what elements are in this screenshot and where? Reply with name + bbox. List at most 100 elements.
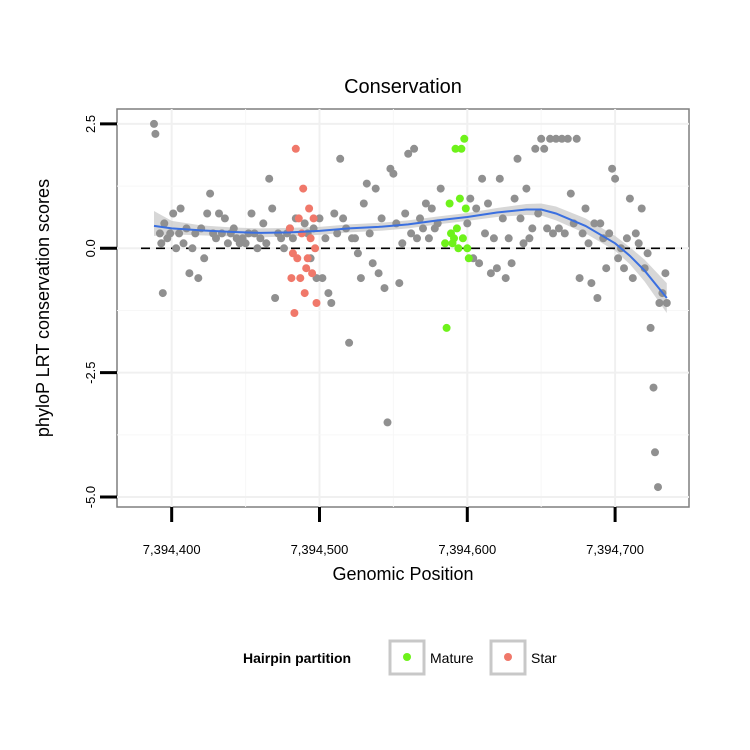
data-point-other [256,234,265,243]
data-point-other [510,194,519,203]
data-point-mature [458,234,467,243]
data-point-other [436,184,445,193]
data-point-other [655,299,664,307]
data-point-other [566,189,575,198]
data-point-other [628,274,637,283]
data-point-other [212,234,220,243]
data-point-mature [461,204,470,213]
data-point-other [528,224,537,233]
data-point-other [315,214,324,223]
data-point-mature [442,323,451,332]
data-point-other [345,338,354,347]
data-point-other [481,229,489,238]
data-point-other [631,229,640,238]
data-point-other [265,174,274,183]
legend-label-mature: Mature [430,650,474,666]
data-point-other [333,229,342,238]
data-point-other [277,234,286,243]
legend: Hairpin partition Mature Star [243,639,557,676]
x-tick-label: 7,394,600 [438,542,496,557]
data-points [150,119,671,492]
data-point-other [229,224,238,233]
data-point-other [478,174,487,183]
smooth-line [153,208,668,299]
data-point-other [525,234,534,243]
data-point-other [560,229,569,238]
data-point-other [407,229,416,238]
data-point-other [596,219,605,228]
data-point-mature [463,244,472,253]
data-point-star [311,244,320,253]
y-tick-label: 0.0 [83,239,98,257]
data-point-mature [460,134,469,143]
data-point-other [321,234,330,243]
data-point-other [150,119,158,128]
data-point-other [339,214,348,223]
data-point-other [513,154,522,163]
data-point-star [308,269,317,278]
data-point-other [549,229,557,238]
data-point-mature [445,199,454,208]
x-axis-label: Genomic Position [332,564,473,584]
data-point-other [158,289,167,298]
data-point-other [188,244,197,253]
data-point-other [359,199,368,208]
data-point-other [534,209,543,218]
x-tick-label: 7,394,500 [291,542,349,557]
data-point-other [404,149,413,158]
data-point-other [557,134,566,143]
data-point-star [309,214,318,223]
data-point-other [484,199,492,208]
data-point-other [519,239,528,248]
data-point-other [593,294,602,302]
data-point-star [305,204,314,213]
data-point-other [501,274,510,283]
data-point-other [318,274,327,283]
data-point-other [157,239,166,248]
data-point-other [206,189,215,198]
data-point-star [312,299,321,307]
data-point-other [200,254,209,263]
data-point-other [398,239,407,248]
data-point-mature [450,234,458,243]
chart-title: Conservation [344,76,462,98]
data-point-other [622,234,631,243]
data-point-other [280,244,288,253]
data-point-other [575,274,584,283]
data-point-other [172,244,181,253]
confidence-band-area [154,203,667,313]
legend-dot-star [504,653,512,661]
data-point-other [634,239,643,248]
data-point-other [377,214,386,223]
data-point-other [552,134,560,143]
data-point-star [303,254,312,263]
data-point-star [285,224,294,233]
data-point-other [614,254,623,263]
data-point-other [643,249,652,258]
data-point-other [605,229,614,238]
data-point-other [395,279,404,288]
data-point-other [587,279,596,288]
data-point-other [176,204,185,213]
data-point-other [578,229,587,238]
data-point-other [590,219,599,228]
data-point-other [427,204,436,213]
legend-label-star: Star [531,650,557,666]
data-point-other [371,184,380,193]
y-tick-label: -5.0 [83,486,98,508]
data-point-other [166,229,175,238]
data-point-other [410,144,419,153]
x-axis: 7,394,400 7,394,500 7,394,600 7,394,700 [143,507,644,557]
data-point-other [516,214,525,223]
y-tick-label: 2.5 [83,115,98,133]
data-point-other [466,194,475,203]
data-point-other [546,134,555,143]
data-point-other [220,214,229,223]
data-point-star [287,274,296,283]
data-point-star [302,264,311,273]
data-point-other [463,219,472,228]
data-point-other [353,249,362,258]
data-point-other [495,174,504,183]
data-point-other [271,294,280,302]
